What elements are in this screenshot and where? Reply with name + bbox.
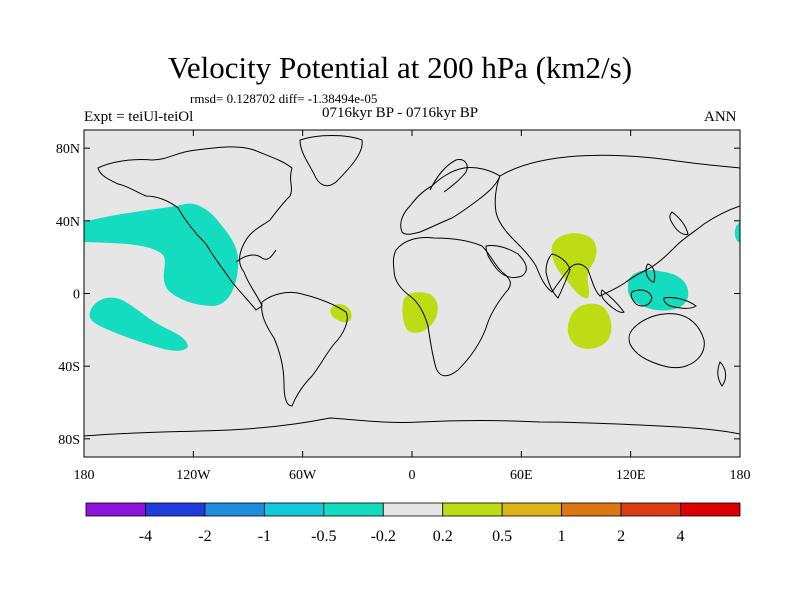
colorbar-level-label: -2 xyxy=(198,528,211,545)
lon-tick-label: 60W xyxy=(289,468,317,483)
colorbar-level-label: -0.5 xyxy=(311,528,336,545)
anomaly-region-se-indian-ocean xyxy=(567,303,612,349)
experiment-label: Expt = teiUl-teiOl xyxy=(84,109,194,125)
coastline-gulf-of-mexico xyxy=(235,249,277,263)
period-label: 0716kyr BP - 0716kyr BP xyxy=(321,105,479,121)
lon-tick-label: 120W xyxy=(176,468,211,483)
coastline-africa xyxy=(392,237,511,377)
coastline-new-guinea xyxy=(663,297,697,309)
lon-tick-label: 180 xyxy=(730,468,751,483)
coastline-sumatra xyxy=(600,289,625,313)
lat-tick-label: 80S xyxy=(58,433,80,448)
coastline-antarctica xyxy=(84,417,740,437)
colorbar-swatch xyxy=(204,502,265,517)
plot-title: Velocity Potential at 200 hPa (km2/s) xyxy=(167,50,633,85)
lat-tick-label: 40N xyxy=(56,215,80,230)
colorbar-level-label: -1 xyxy=(258,528,271,545)
lon-tick-label: 60E xyxy=(510,468,533,483)
coastline-greenland xyxy=(299,135,363,187)
coastline-scandinavia xyxy=(429,159,468,193)
colorbar-level-label: 0.2 xyxy=(433,528,453,545)
lat-tick-label: 80N xyxy=(56,142,80,157)
coastline-india xyxy=(545,253,571,299)
anomaly-region-central-africa xyxy=(402,292,438,333)
anomaly-region-far-east-pacific xyxy=(734,222,740,242)
lon-tick-label: 120E xyxy=(616,468,646,483)
colorbar-swatch xyxy=(382,502,444,517)
lon-tick-label: 180 xyxy=(74,468,95,483)
coastline-philippines xyxy=(645,263,656,283)
lon-tick-label: 0 xyxy=(409,468,416,483)
colorbar-level-label: 1 xyxy=(558,528,566,545)
coastlines xyxy=(84,135,740,437)
lat-tick-label: 40S xyxy=(58,360,80,375)
colorbar: -4 -2 -1 -0.5 -0.2 0.2 0.5 1 2 4 xyxy=(85,502,741,545)
colorbar-swatch xyxy=(323,502,384,517)
lat-tick-label: 0 xyxy=(73,288,80,303)
colorbar-swatch xyxy=(501,502,563,517)
coastline-australia xyxy=(628,313,705,369)
colorbar-level-label: 4 xyxy=(677,528,685,545)
colorbar-level-label: 0.5 xyxy=(492,528,512,545)
coastline-borneo xyxy=(630,289,653,307)
axis-ticks: 80N 40N 0 40S 80S 180 120W 60W 0 60E 120E 180 xyxy=(56,130,751,483)
season-label: ANN xyxy=(704,109,737,125)
colorbar-swatch xyxy=(145,502,206,517)
colorbar-level-label: -4 xyxy=(139,528,152,545)
coastline-south-america xyxy=(261,291,348,407)
colorbar-swatch xyxy=(263,502,325,517)
colorbar-level-label: 2 xyxy=(617,528,625,545)
coastline-new-zealand xyxy=(717,361,727,387)
coastline-japan xyxy=(669,211,689,235)
colorbar-swatch xyxy=(680,502,741,517)
anomaly-region-south-asia xyxy=(551,233,597,299)
anomaly-region-east-brazil xyxy=(330,304,352,323)
coastline-asia xyxy=(494,154,740,297)
anomaly-region-ne-pacific xyxy=(84,203,239,306)
colorbar-swatch xyxy=(442,502,503,517)
rmsd-diff-statistics: rmsd= 0.128702 diff= -1.38494e-05 xyxy=(190,91,378,106)
colorbar-swatch xyxy=(85,502,146,517)
colorbar-level-label: -0.2 xyxy=(371,528,396,545)
coastline-north-america xyxy=(97,146,293,311)
anomaly-region-south-pacific xyxy=(89,297,188,351)
coastline-arabia xyxy=(485,245,527,279)
colorbar-swatch xyxy=(620,502,681,517)
anomaly-region-maritime-continent xyxy=(628,270,689,311)
colorbar-swatch xyxy=(561,502,622,517)
